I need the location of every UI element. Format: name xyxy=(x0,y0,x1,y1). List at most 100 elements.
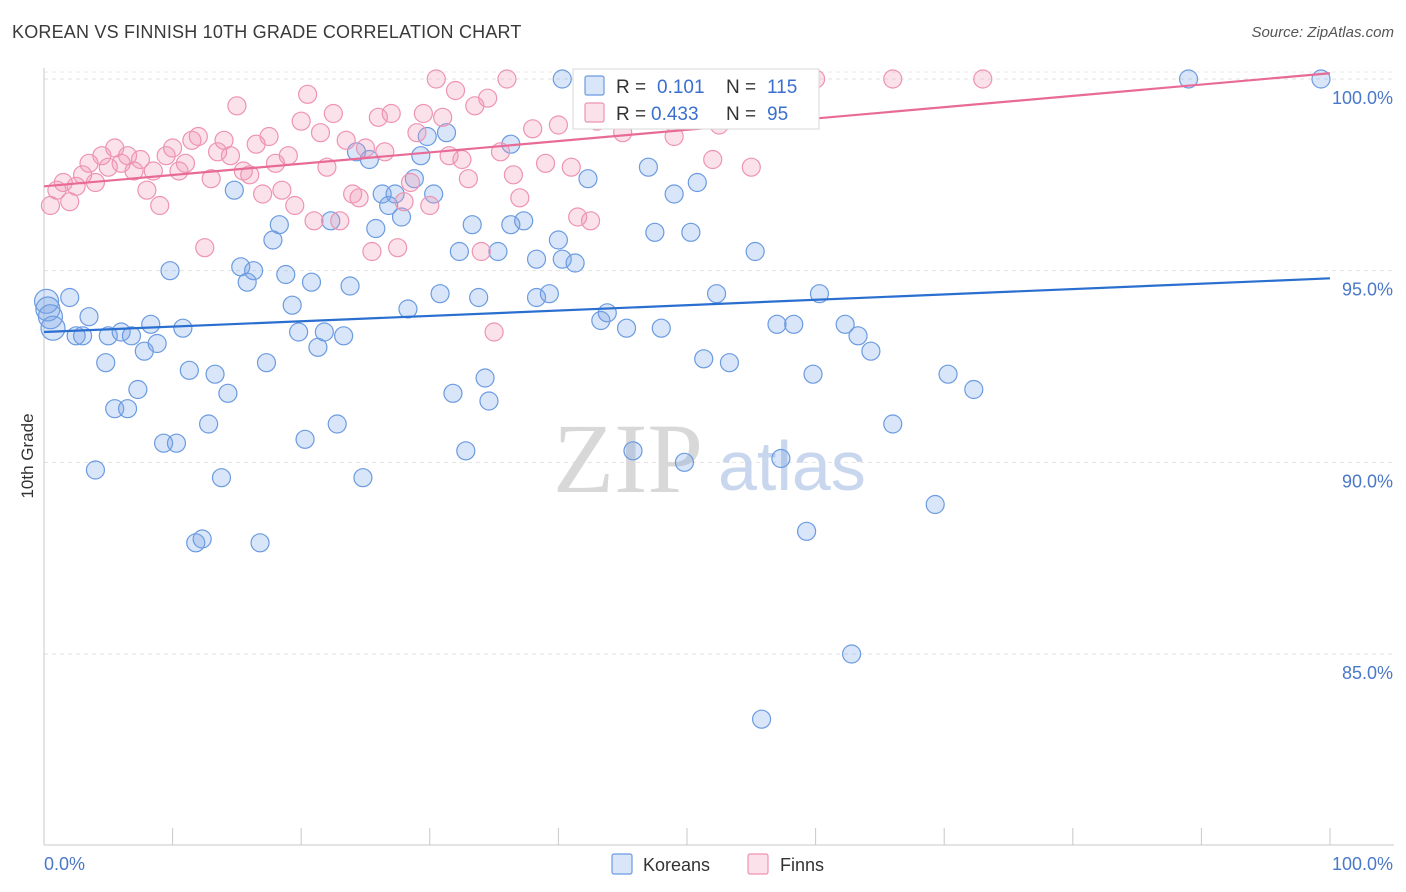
korean-point xyxy=(645,222,665,242)
korean-point xyxy=(224,180,244,200)
korean-point xyxy=(565,253,585,273)
korean-point xyxy=(835,314,855,334)
finn-point xyxy=(523,119,543,139)
finn-point xyxy=(503,165,523,185)
finn-point xyxy=(548,115,569,135)
korean-point xyxy=(664,184,684,204)
finn-points xyxy=(40,69,993,342)
finn-point xyxy=(124,161,144,181)
korean-point xyxy=(591,310,611,331)
korean-point xyxy=(938,364,958,384)
korean-point xyxy=(121,326,142,346)
x-tick-labels: 0.0% 100.0% xyxy=(44,854,1393,874)
korean-point xyxy=(314,322,334,342)
legend-finn-n-value: 95 xyxy=(767,104,788,125)
korean-point xyxy=(842,644,862,664)
finn-point xyxy=(510,188,530,208)
korean-point xyxy=(578,169,598,189)
korean-point xyxy=(79,307,99,327)
finn-point xyxy=(471,241,491,262)
finn-point xyxy=(285,195,305,216)
finn-point xyxy=(163,138,183,158)
korean-point xyxy=(767,314,787,334)
watermark-atlas: atlas xyxy=(718,427,866,505)
legend-korean-n-label: N = xyxy=(726,77,756,98)
finn-point xyxy=(304,211,324,231)
finn-point xyxy=(580,211,601,231)
finn-point xyxy=(973,69,993,89)
finn-point xyxy=(53,172,73,193)
finn-point xyxy=(291,111,311,131)
finn-point xyxy=(137,180,157,200)
korean-point xyxy=(340,276,360,296)
korean-point xyxy=(391,207,412,227)
finn-point xyxy=(445,80,466,101)
legend-finn-r-value: 0.433 xyxy=(651,104,699,125)
legend-finn-r-label: R = xyxy=(616,104,646,125)
korean-point xyxy=(651,318,671,338)
finn-point xyxy=(227,96,247,116)
korean-point xyxy=(552,69,572,89)
korean-point xyxy=(334,326,354,346)
x-tick-label-max: 100.0% xyxy=(1332,854,1393,874)
finn-point xyxy=(66,176,86,196)
finn-point xyxy=(413,103,433,124)
korean-point xyxy=(366,218,386,239)
y-tick-label: 100.0% xyxy=(1332,88,1393,108)
korean-point xyxy=(552,249,572,269)
finn-point xyxy=(561,157,581,177)
korean-point xyxy=(501,215,521,235)
finn-point xyxy=(272,180,292,200)
korean-point xyxy=(256,353,277,373)
korean-point xyxy=(398,299,418,319)
legend-box xyxy=(572,68,820,130)
korean-point xyxy=(160,261,180,281)
korean-point xyxy=(40,315,66,341)
legend-finn-swatch xyxy=(584,102,605,123)
finn-point xyxy=(195,238,215,258)
finn-point xyxy=(355,138,376,158)
korean-point xyxy=(694,349,714,369)
finn-point xyxy=(150,195,170,216)
korean-point xyxy=(85,460,106,480)
korean-point xyxy=(456,441,476,461)
korean-point xyxy=(289,322,309,342)
finn-point xyxy=(310,123,331,143)
korean-point xyxy=(179,360,199,380)
finn-point xyxy=(420,195,440,216)
finn-point xyxy=(156,146,176,166)
bottom-legend: Koreans Finns xyxy=(611,853,824,875)
finn-point xyxy=(426,69,446,89)
finn-point xyxy=(458,169,478,189)
korean-point xyxy=(514,211,534,231)
x-tick-label-min: 0.0% xyxy=(44,854,85,874)
korean-point xyxy=(526,249,547,269)
finn-point xyxy=(349,188,369,208)
korean-point xyxy=(98,326,118,346)
korean-point xyxy=(269,215,289,235)
finn-point xyxy=(253,184,273,204)
finn-point xyxy=(535,153,556,173)
korean-point xyxy=(379,195,399,216)
korean-point xyxy=(674,452,695,472)
finn-point xyxy=(240,165,260,185)
korean-point xyxy=(548,230,569,250)
korean-point xyxy=(597,303,617,323)
korean-point xyxy=(244,261,264,281)
finn-point xyxy=(568,207,588,227)
finn-point xyxy=(381,103,401,124)
korean-point xyxy=(771,448,791,469)
korean-point xyxy=(475,368,495,388)
korean-point xyxy=(417,126,437,147)
korean-point xyxy=(147,333,167,354)
bottom-legend-finn-swatch xyxy=(747,853,769,875)
korean-point xyxy=(117,399,138,419)
korean-point xyxy=(796,521,817,541)
y-tick-labels: 100.0% 95.0% 90.0% 85.0% xyxy=(1332,88,1393,683)
korean-point xyxy=(250,533,270,553)
korean-point xyxy=(539,284,559,304)
finn-point xyxy=(400,172,421,193)
watermark: ZIP atlas xyxy=(553,403,866,514)
chart-title: KOREAN VS FINNISH 10TH GRADE CORRELATION… xyxy=(12,22,522,42)
finn-point xyxy=(298,84,318,104)
